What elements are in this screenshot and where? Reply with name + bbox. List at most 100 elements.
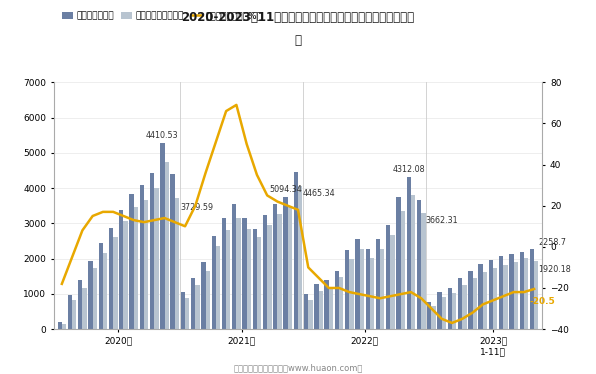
Bar — [499, 257, 504, 329]
Bar — [318, 291, 323, 329]
Text: 2258.7: 2258.7 — [538, 237, 566, 246]
Bar — [417, 200, 421, 329]
Bar — [355, 239, 359, 329]
Bar — [504, 265, 508, 329]
Bar — [170, 174, 175, 329]
Text: 4312.08: 4312.08 — [393, 165, 425, 174]
Bar — [263, 215, 267, 329]
Bar — [109, 227, 113, 329]
Bar — [134, 207, 138, 329]
Bar — [206, 270, 210, 329]
Bar — [514, 262, 518, 329]
Bar — [150, 173, 154, 329]
Bar — [448, 288, 452, 329]
Bar — [175, 197, 179, 329]
Bar — [195, 285, 200, 329]
Bar — [92, 269, 97, 329]
Bar — [339, 277, 343, 329]
Text: 3662.31: 3662.31 — [426, 216, 458, 225]
Text: 5094.34: 5094.34 — [269, 185, 302, 194]
Bar — [78, 280, 82, 329]
Bar — [390, 235, 395, 329]
Text: 4410.53: 4410.53 — [146, 131, 179, 140]
Bar — [329, 288, 333, 329]
Bar — [324, 280, 329, 329]
Bar — [452, 293, 457, 329]
Bar — [232, 203, 237, 329]
Bar — [181, 292, 185, 329]
Bar — [164, 162, 169, 329]
Text: 4465.34: 4465.34 — [302, 190, 335, 199]
Bar — [524, 258, 528, 329]
Bar — [520, 252, 524, 329]
Bar — [489, 260, 493, 329]
Bar — [58, 322, 62, 329]
Bar — [237, 218, 241, 329]
Bar — [68, 295, 72, 329]
Text: -20.5: -20.5 — [529, 297, 555, 306]
Bar — [349, 258, 353, 329]
Bar — [273, 203, 278, 329]
Bar — [370, 258, 374, 329]
Bar — [212, 236, 216, 329]
Bar — [267, 225, 272, 329]
Bar — [510, 254, 514, 329]
Bar — [427, 301, 432, 329]
Bar — [191, 278, 195, 329]
Bar — [432, 306, 436, 329]
Bar — [216, 246, 220, 329]
Bar — [294, 172, 298, 329]
Bar — [345, 250, 349, 329]
Bar — [243, 218, 247, 329]
Bar — [247, 229, 251, 329]
Bar — [226, 230, 231, 329]
Bar — [123, 221, 128, 329]
Bar — [365, 249, 370, 329]
Text: 3729.59: 3729.59 — [180, 203, 213, 212]
Bar — [411, 195, 415, 329]
Bar — [62, 324, 66, 329]
Bar — [103, 253, 107, 329]
Bar — [406, 177, 411, 329]
Bar — [442, 297, 446, 329]
Bar — [458, 278, 462, 329]
Bar — [534, 261, 538, 329]
Text: 2020-2023年11月江西省房地产商品住宅及商品住宅现房销售: 2020-2023年11月江西省房地产商品住宅及商品住宅现房销售 — [181, 11, 415, 24]
Bar — [468, 270, 473, 329]
Text: 额: 额 — [294, 34, 302, 47]
Legend: 商品房（亿元）, 商品房住宅（亿元）, 商品房销售增速（%）: 商品房（亿元）, 商品房住宅（亿元）, 商品房销售增速（%） — [58, 8, 266, 24]
Bar — [278, 214, 282, 329]
Bar — [160, 143, 164, 329]
Bar — [483, 272, 487, 329]
Bar — [82, 288, 86, 329]
Bar — [380, 249, 384, 329]
Bar — [201, 262, 206, 329]
Bar — [479, 264, 483, 329]
Bar — [154, 188, 159, 329]
Bar — [437, 292, 442, 329]
Bar — [144, 200, 148, 329]
Bar — [298, 186, 302, 329]
Bar — [530, 249, 534, 329]
Bar — [72, 300, 76, 329]
Bar — [359, 249, 364, 329]
Bar — [129, 194, 134, 329]
Bar — [88, 261, 92, 329]
Bar — [288, 207, 292, 329]
Bar — [253, 229, 257, 329]
Bar — [386, 225, 390, 329]
Bar — [257, 237, 261, 329]
Bar — [376, 239, 380, 329]
Bar — [119, 210, 123, 329]
Bar — [139, 185, 144, 329]
Bar — [98, 243, 103, 329]
Bar — [421, 213, 426, 329]
Bar — [308, 300, 312, 329]
Bar — [284, 196, 288, 329]
Bar — [314, 284, 318, 329]
Bar — [335, 270, 339, 329]
Text: 制图：华经产业研究院（www.huaon.com）: 制图：华经产业研究院（www.huaon.com） — [233, 363, 363, 372]
Text: 1920.18: 1920.18 — [538, 265, 571, 274]
Bar — [493, 269, 498, 329]
Bar — [473, 278, 477, 329]
